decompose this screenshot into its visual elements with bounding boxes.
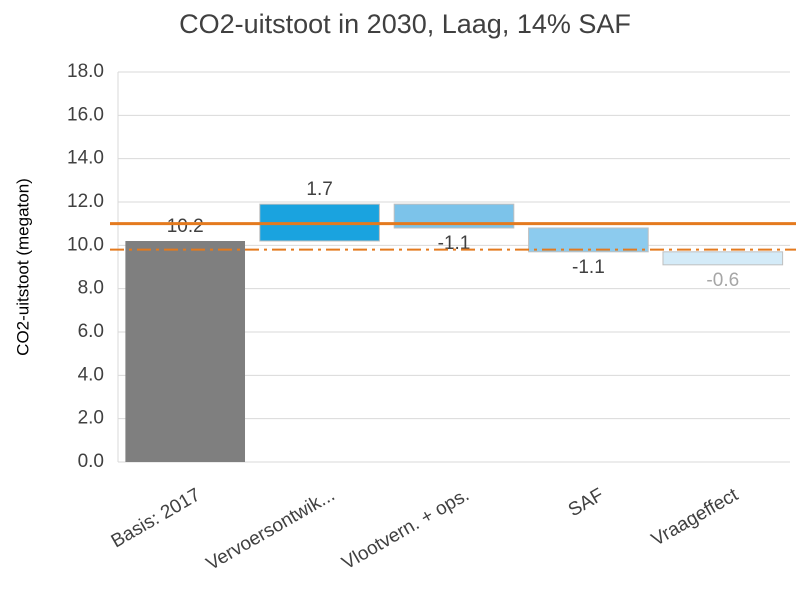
bar [125,241,246,462]
y-tick-label: 8.0 [78,278,104,299]
y-tick-label: 4.0 [78,364,104,385]
y-tick-label: 0.0 [78,451,104,472]
x-tick-label: Vraageffect [648,484,742,551]
y-tick-label: 14.0 [67,148,104,169]
y-tick-label: 18.0 [67,61,104,82]
bar [528,227,649,253]
x-tick-label: SAF [565,484,608,521]
y-tick-label: 12.0 [67,191,104,212]
x-tick-label: Vlootvern. + ops. [339,484,473,574]
y-tick-label: 2.0 [78,408,104,429]
bar [393,203,515,229]
chart-title: CO2-uitstoot in 2030, Laag, 14% SAF [179,9,631,39]
data-label: 1.7 [306,179,332,200]
x-tick-label: Vervoersontwik... [203,484,339,575]
y-tick-label: 10.0 [67,234,104,255]
y-axis-label: CO2-uitstoot (megaton) [13,178,32,356]
bar [662,251,784,266]
data-label: -0.6 [706,270,739,291]
data-label: -1.1 [438,233,471,254]
data-label: -1.1 [572,257,605,278]
data-label: 10.2 [167,216,204,237]
y-tick-label: 6.0 [78,321,104,342]
y-tick-label: 16.0 [67,104,104,125]
x-tick-label: Basis: 2017 [108,484,204,552]
